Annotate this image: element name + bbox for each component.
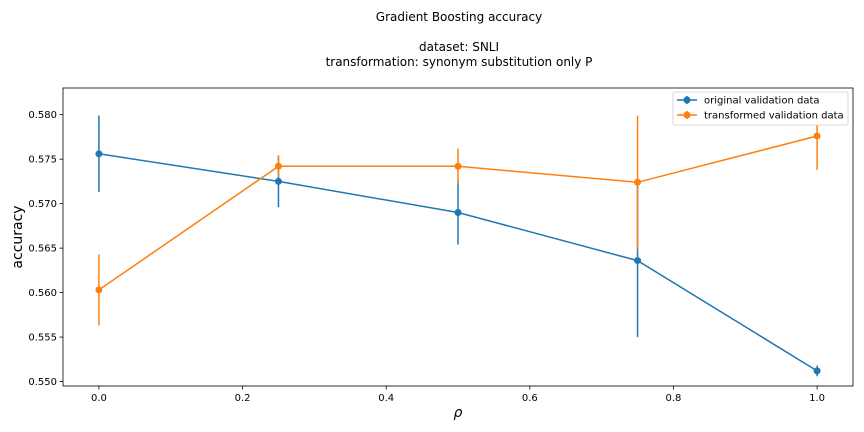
legend-marker (683, 111, 691, 119)
series-layer (95, 102, 821, 377)
y-tick-label: 0.565 (28, 244, 57, 255)
data-point (454, 162, 462, 170)
y-tick-label: 0.575 (28, 155, 57, 166)
x-axis-label: ρ (454, 405, 463, 421)
series-original (95, 115, 821, 377)
y-tick-label: 0.555 (28, 333, 57, 344)
legend: original validation data transformed vali… (672, 91, 849, 126)
y-tick-label: 0.550 (28, 377, 57, 388)
title-line: Gradient Boosting accuracy (376, 10, 542, 24)
legend-entry: transformed validation data (677, 111, 844, 122)
x-tick-label: 0.8 (666, 393, 682, 404)
x-tick-label: 0.6 (522, 393, 538, 404)
legend-frame (672, 91, 849, 126)
x-tick-label: 0.0 (91, 393, 107, 404)
data-point (274, 162, 282, 170)
data-point (634, 257, 642, 265)
data-point (95, 286, 103, 294)
chart-title: Gradient Boosting accuracy dataset: SNLI… (326, 10, 593, 69)
x-tick-label: 1.0 (809, 393, 825, 404)
data-point (95, 150, 103, 158)
series-transformed (95, 102, 821, 326)
title-line: transformation: synonym substitution onl… (326, 55, 593, 69)
x-tick-label: 0.4 (378, 393, 394, 404)
data-point (813, 132, 821, 140)
legend-entry: original validation data (677, 96, 820, 107)
data-point (274, 177, 282, 185)
data-point (634, 178, 642, 186)
plot-frame (62, 87, 854, 387)
legend-label: original validation data (704, 96, 820, 107)
y-axis-label: accuracy (10, 205, 26, 268)
title-line: dataset: SNLI (419, 40, 499, 54)
data-point (454, 209, 462, 217)
legend-marker (683, 96, 691, 104)
legend-label: transformed validation data (704, 111, 844, 122)
x-axis-ticks: 0.0 0.2 0.4 0.6 0.8 1.0 (91, 386, 825, 404)
y-tick-label: 0.570 (28, 199, 57, 210)
y-axis-ticks: 0.550 0.555 0.560 0.565 0.570 0.575 0.580 (28, 110, 63, 388)
y-tick-label: 0.560 (28, 288, 57, 299)
data-point (813, 367, 821, 375)
y-tick-label: 0.580 (28, 110, 57, 121)
x-tick-label: 0.2 (235, 393, 251, 404)
